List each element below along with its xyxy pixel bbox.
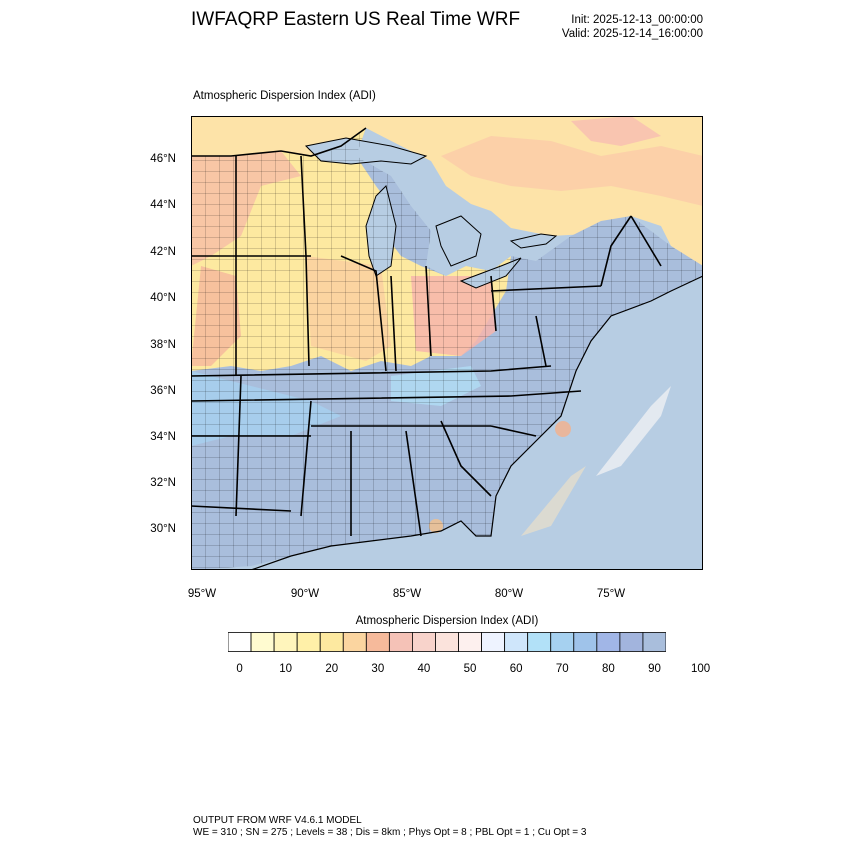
lake-outlines (304, 137, 558, 289)
lon-label-90: 90°W (290, 588, 320, 600)
county-lines (191, 128, 703, 570)
state-boundaries (191, 127, 662, 537)
lat-label-38: 38°N (150, 339, 176, 351)
model-line-1: OUTPUT FROM WRF V4.6.1 MODEL (193, 815, 362, 826)
colorbar-box (435, 632, 459, 652)
colorbar-box (596, 632, 621, 652)
lat-label-40: 40°N (150, 292, 176, 304)
colorbar-label: 40 (417, 663, 431, 675)
canada-pink-patch (571, 116, 661, 146)
lon-label-80: 80°W (494, 588, 524, 600)
colorbar-box (365, 632, 390, 652)
canada-warm-band (441, 136, 703, 206)
atlantic-gulf (251, 276, 703, 570)
colorbar-label: 100 (690, 663, 711, 675)
colorbar-box (273, 632, 298, 652)
coastline (250, 275, 703, 570)
model-info: OUTPUT FROM WRF V4.6.1 MODEL WE = 310 ; … (193, 815, 586, 839)
lat-label-36: 36°N (150, 385, 176, 397)
colorbar-label: 80 (601, 663, 615, 675)
colorbar-box (319, 632, 344, 652)
colorbar-box (388, 632, 413, 652)
colorbar-box (504, 632, 529, 652)
init-time: Init: 2025-12-13_00:00:00 (571, 14, 703, 26)
lat-label-32: 32°N (150, 477, 176, 489)
colorbar-label: 20 (325, 663, 339, 675)
lake-huron (436, 216, 481, 266)
map-title: IWFAQRP Eastern US Real Time WRF (191, 9, 521, 30)
colorbar-label: 10 (279, 663, 293, 675)
lat-label-42: 42°N (150, 246, 176, 258)
lat-label-34: 34°N (150, 431, 176, 443)
lat-label-44: 44°N (150, 199, 176, 211)
lake-ontario (511, 234, 556, 248)
colorbar-label: 0 (236, 663, 243, 675)
colorbar (228, 632, 666, 652)
colorbar-box (642, 632, 666, 652)
lon-label-85: 85°W (392, 588, 422, 600)
map-subtitle: Atmospheric Dispersion Index (ADI) (193, 90, 376, 102)
colorbar-box (619, 632, 644, 652)
map-frame (191, 116, 703, 570)
offshore-streak-2 (521, 466, 586, 536)
colorbar-box (342, 632, 367, 652)
colorbar-label: 60 (509, 663, 523, 675)
lon-label-75: 75°W (596, 588, 626, 600)
run-times: Init: 2025-12-13_00:00:00 Valid: 2025-12… (562, 13, 703, 41)
valid-time: Valid: 2025-12-14_16:00:00 (561, 28, 703, 40)
colorbar-box (458, 632, 482, 652)
nc-coast-spot (555, 421, 571, 437)
adi-map (191, 116, 703, 570)
colorbar-title: Atmospheric Dispersion Index (ADI) (355, 615, 539, 627)
colorbar-label: 70 (555, 663, 569, 675)
colorbar-box (296, 632, 321, 652)
colorbar-box (228, 632, 252, 652)
lat-label-46: 46°N (150, 153, 176, 165)
colorbar-box (481, 632, 506, 652)
colorbar-label: 50 (463, 663, 477, 675)
colorbar-box (527, 632, 552, 652)
lat-label-30: 30°N (150, 523, 176, 535)
colorbar-label: 90 (648, 663, 661, 675)
colorbar-box (412, 632, 436, 652)
offshore-streak (596, 386, 671, 476)
lon-label-95: 95°W (187, 588, 217, 600)
model-line-2: WE = 310 ; SN = 275 ; Levels = 38 ; Dis … (193, 827, 587, 838)
colorbar-box (573, 632, 598, 652)
colorbar-label: 30 (371, 663, 385, 675)
colorbar-box (250, 632, 275, 652)
colorbar-box (550, 632, 575, 652)
